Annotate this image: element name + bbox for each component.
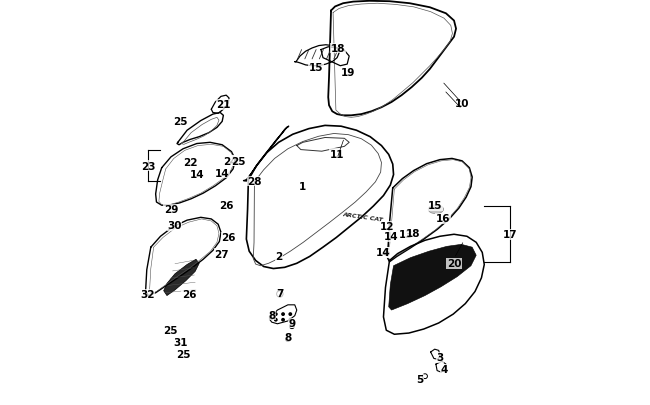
Text: 30: 30 [167,221,181,231]
Text: 3: 3 [436,352,443,362]
Circle shape [282,319,284,321]
Text: 1: 1 [299,181,306,192]
Text: 13: 13 [398,230,413,240]
Circle shape [274,319,277,321]
Text: 28: 28 [248,177,262,187]
Text: 24: 24 [224,156,238,166]
Text: 25: 25 [231,156,246,166]
Circle shape [274,313,277,315]
Text: 18: 18 [331,44,345,54]
Text: 6: 6 [383,248,390,258]
Circle shape [289,319,292,321]
Text: 23: 23 [141,161,155,171]
Text: 26: 26 [219,201,234,211]
Ellipse shape [428,205,443,214]
Text: 8: 8 [284,332,292,342]
Text: 8: 8 [268,310,276,320]
Text: 12: 12 [380,222,395,232]
Text: 32: 32 [140,289,155,299]
Text: 7: 7 [276,288,283,298]
Text: 16: 16 [436,213,450,224]
Polygon shape [164,260,199,296]
Text: 17: 17 [502,230,517,240]
Text: 27: 27 [214,249,229,259]
Text: 15: 15 [309,63,324,73]
Circle shape [289,313,292,315]
Text: 19: 19 [341,68,356,78]
Circle shape [282,313,284,315]
Text: ARCTIC CAT: ARCTIC CAT [343,211,384,222]
Polygon shape [389,245,476,310]
Text: 26: 26 [182,289,196,299]
Text: 15: 15 [428,201,443,211]
Text: 14: 14 [376,248,391,258]
Text: 26: 26 [222,233,236,243]
Text: 10: 10 [455,99,469,109]
Text: 2: 2 [275,252,282,262]
Text: 5: 5 [416,375,423,384]
Text: 20: 20 [447,259,461,269]
Text: 14: 14 [384,232,399,242]
Text: 21: 21 [216,100,231,110]
Text: 25: 25 [163,326,177,335]
Text: 25: 25 [174,116,188,126]
Text: 31: 31 [173,337,187,347]
Text: 25: 25 [176,350,190,360]
Text: 29: 29 [164,205,178,215]
Text: 18: 18 [406,229,420,239]
Text: 14: 14 [215,168,229,179]
Text: 9: 9 [289,318,296,328]
Text: 22: 22 [183,157,198,167]
Text: 11: 11 [330,149,344,159]
Text: 4: 4 [440,364,448,374]
Text: 14: 14 [189,169,204,179]
